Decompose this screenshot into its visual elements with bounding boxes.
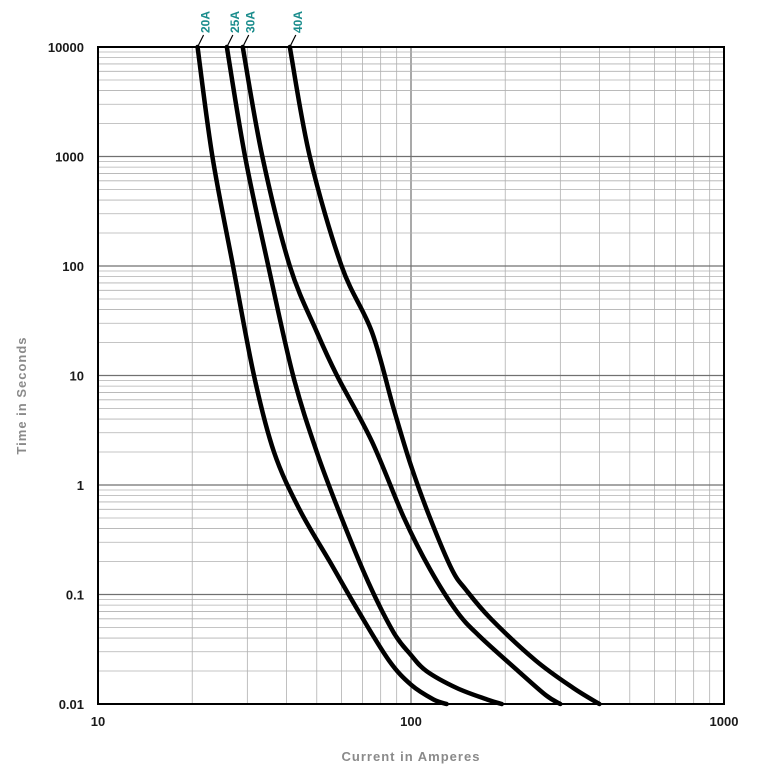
x-axis-title: Current in Amperes (342, 749, 481, 764)
series-line-25a (224, 44, 505, 707)
series-label-leader (197, 34, 205, 48)
series-lines (195, 44, 602, 707)
y-tick-label: 1 (77, 478, 84, 493)
series-labels: 20A 25A 30A 40A (197, 11, 305, 48)
series-label-40a: 40A (291, 11, 305, 33)
y-tick-label: 100 (62, 259, 84, 274)
grid (97, 47, 724, 705)
y-tick-label: 0.01 (59, 697, 84, 712)
tick-labels: 10 100 1000 10000 1000 100 10 1 0.1 0.01 (48, 40, 739, 729)
x-tick-label: 10 (91, 714, 105, 729)
y-tick-label: 0.1 (66, 588, 84, 603)
series-label-25a: 25A (228, 11, 242, 33)
y-tick-label: 1000 (55, 150, 84, 165)
series-label-leader (289, 34, 297, 48)
y-tick-label: 10 (70, 369, 84, 384)
x-tick-label: 100 (400, 714, 422, 729)
y-tick-label: 10000 (48, 40, 84, 55)
plot-frame (97, 46, 725, 705)
x-tick-label: 1000 (710, 714, 739, 729)
y-axis-title: Time in Seconds (14, 336, 29, 454)
series-line-30a (240, 44, 563, 707)
series-line-20a (195, 44, 449, 707)
series-label-30a: 30A (244, 11, 258, 33)
series-label-leader (242, 34, 250, 48)
series-label-leader (226, 34, 234, 48)
series-label-20a: 20A (199, 11, 213, 33)
series-line-40a (287, 44, 602, 707)
